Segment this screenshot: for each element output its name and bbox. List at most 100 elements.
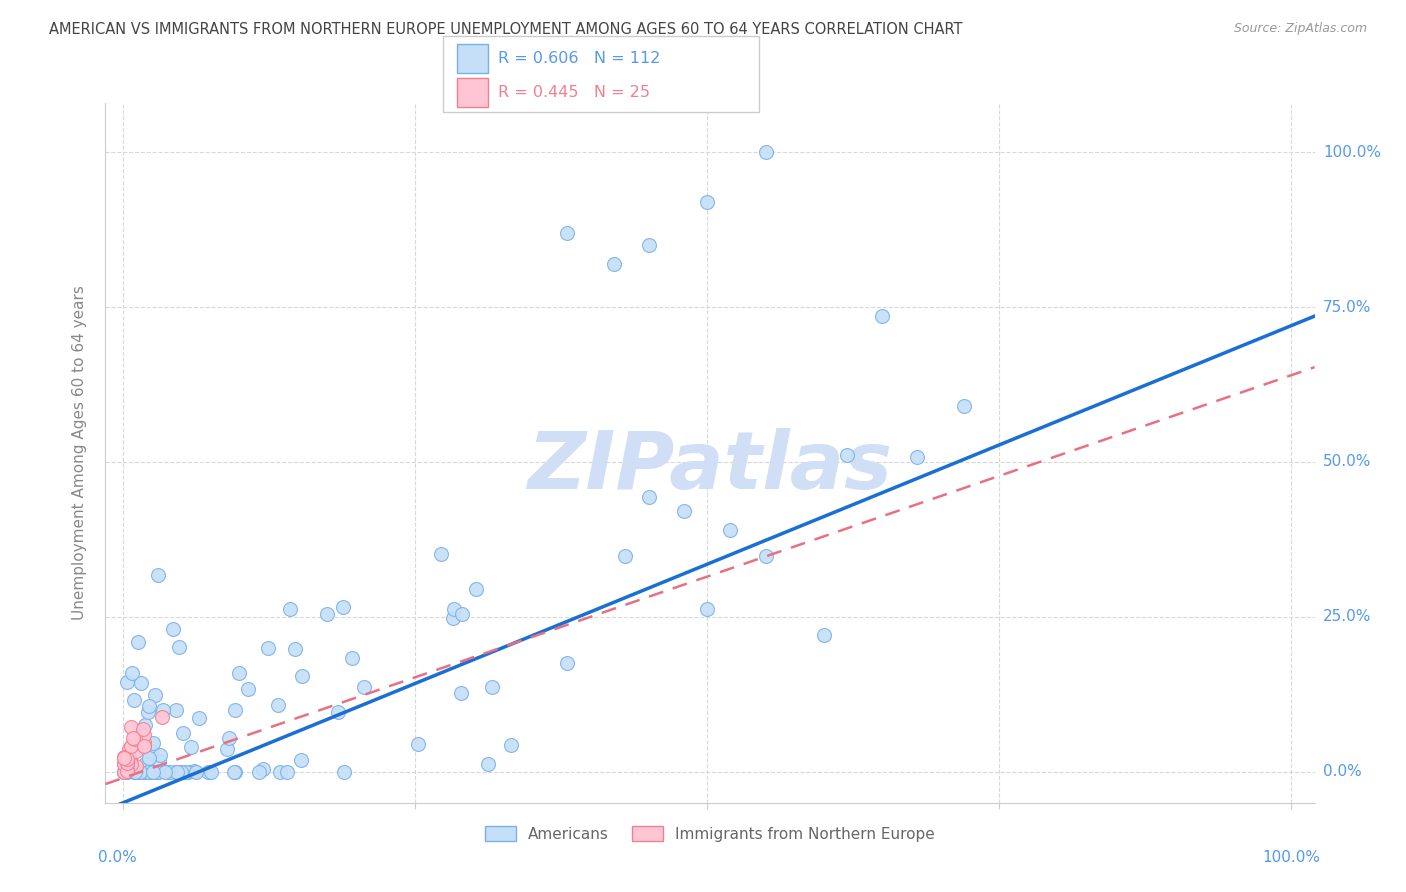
Point [120,757,142,772]
Point [720,523,742,537]
Point [174,764,197,779]
Point [149,748,172,763]
Point [276,764,298,779]
Point [465,582,488,596]
Point [162,622,184,636]
Point [217,741,239,756]
Point [115,752,138,766]
Point [218,731,240,746]
Point [115,754,138,768]
Point [696,194,718,209]
Point [200,764,222,779]
Point [124,731,146,746]
Point [127,635,149,649]
Point [165,703,187,717]
Point [146,764,169,779]
Point [332,764,354,779]
Point [139,744,162,758]
Point [614,549,637,563]
Point [117,764,139,779]
Point [112,764,135,779]
Point [278,602,301,616]
Point [115,756,138,770]
Point [284,642,307,657]
Point [112,749,135,764]
Text: 50.0%: 50.0% [1323,455,1371,469]
Point [125,744,148,758]
Point [451,607,474,622]
Point [905,450,928,464]
Point [143,764,166,779]
Point [177,764,200,779]
Point [188,711,211,725]
Point [118,742,141,756]
Point [872,310,894,324]
Point [953,399,976,413]
Point [134,718,156,732]
Point [121,731,143,745]
Point [637,490,659,504]
Text: AMERICAN VS IMMIGRANTS FROM NORTHERN EUROPE UNEMPLOYMENT AMONG AGES 60 TO 64 YEA: AMERICAN VS IMMIGRANTS FROM NORTHERN EUR… [49,22,963,37]
Point [148,754,170,768]
Point [166,764,188,779]
Point [112,756,135,771]
Point [172,764,194,779]
Point [115,756,138,771]
Text: Source: ZipAtlas.com: Source: ZipAtlas.com [1233,22,1367,36]
Point [450,685,472,699]
Point [132,764,155,779]
Text: 0.0%: 0.0% [1323,764,1361,780]
Point [138,699,160,714]
Point [430,548,453,562]
Text: 75.0%: 75.0% [1323,300,1371,315]
Point [159,764,181,779]
Text: 100.0%: 100.0% [1263,850,1320,865]
Point [224,703,246,717]
Point [138,751,160,765]
Point [252,762,274,776]
Point [602,257,624,271]
Point [555,226,578,240]
Point [183,764,205,778]
Text: 0.0%: 0.0% [98,850,136,865]
Point [129,675,152,690]
Point [132,739,155,754]
Point [145,688,167,702]
Point [122,693,145,707]
Point [290,753,312,767]
Point [443,601,465,615]
Point [172,725,194,739]
Point [197,764,219,779]
Point [112,751,135,765]
Point [115,763,138,777]
Point [136,705,159,719]
Point [146,764,169,779]
Point [115,764,138,779]
Point [142,736,165,750]
Point [170,764,193,779]
Point [132,728,155,742]
Point [441,610,464,624]
Point [117,764,139,779]
Point [340,651,363,665]
Point [813,628,835,642]
Point [696,602,718,616]
Point [257,641,280,656]
Point [269,764,291,779]
Point [136,764,159,779]
Point [315,607,337,621]
Point [155,764,177,779]
Point [124,764,146,779]
Point [128,764,150,779]
Point [139,764,162,779]
Point [112,764,135,779]
Point [124,764,146,779]
Point [134,756,156,771]
Y-axis label: Unemployment Among Ages 60 to 64 years: Unemployment Among Ages 60 to 64 years [72,285,87,620]
Point [141,764,163,779]
Point [236,681,259,696]
Point [150,710,173,724]
Text: 25.0%: 25.0% [1323,609,1371,624]
Point [481,680,503,694]
Point [180,739,202,754]
